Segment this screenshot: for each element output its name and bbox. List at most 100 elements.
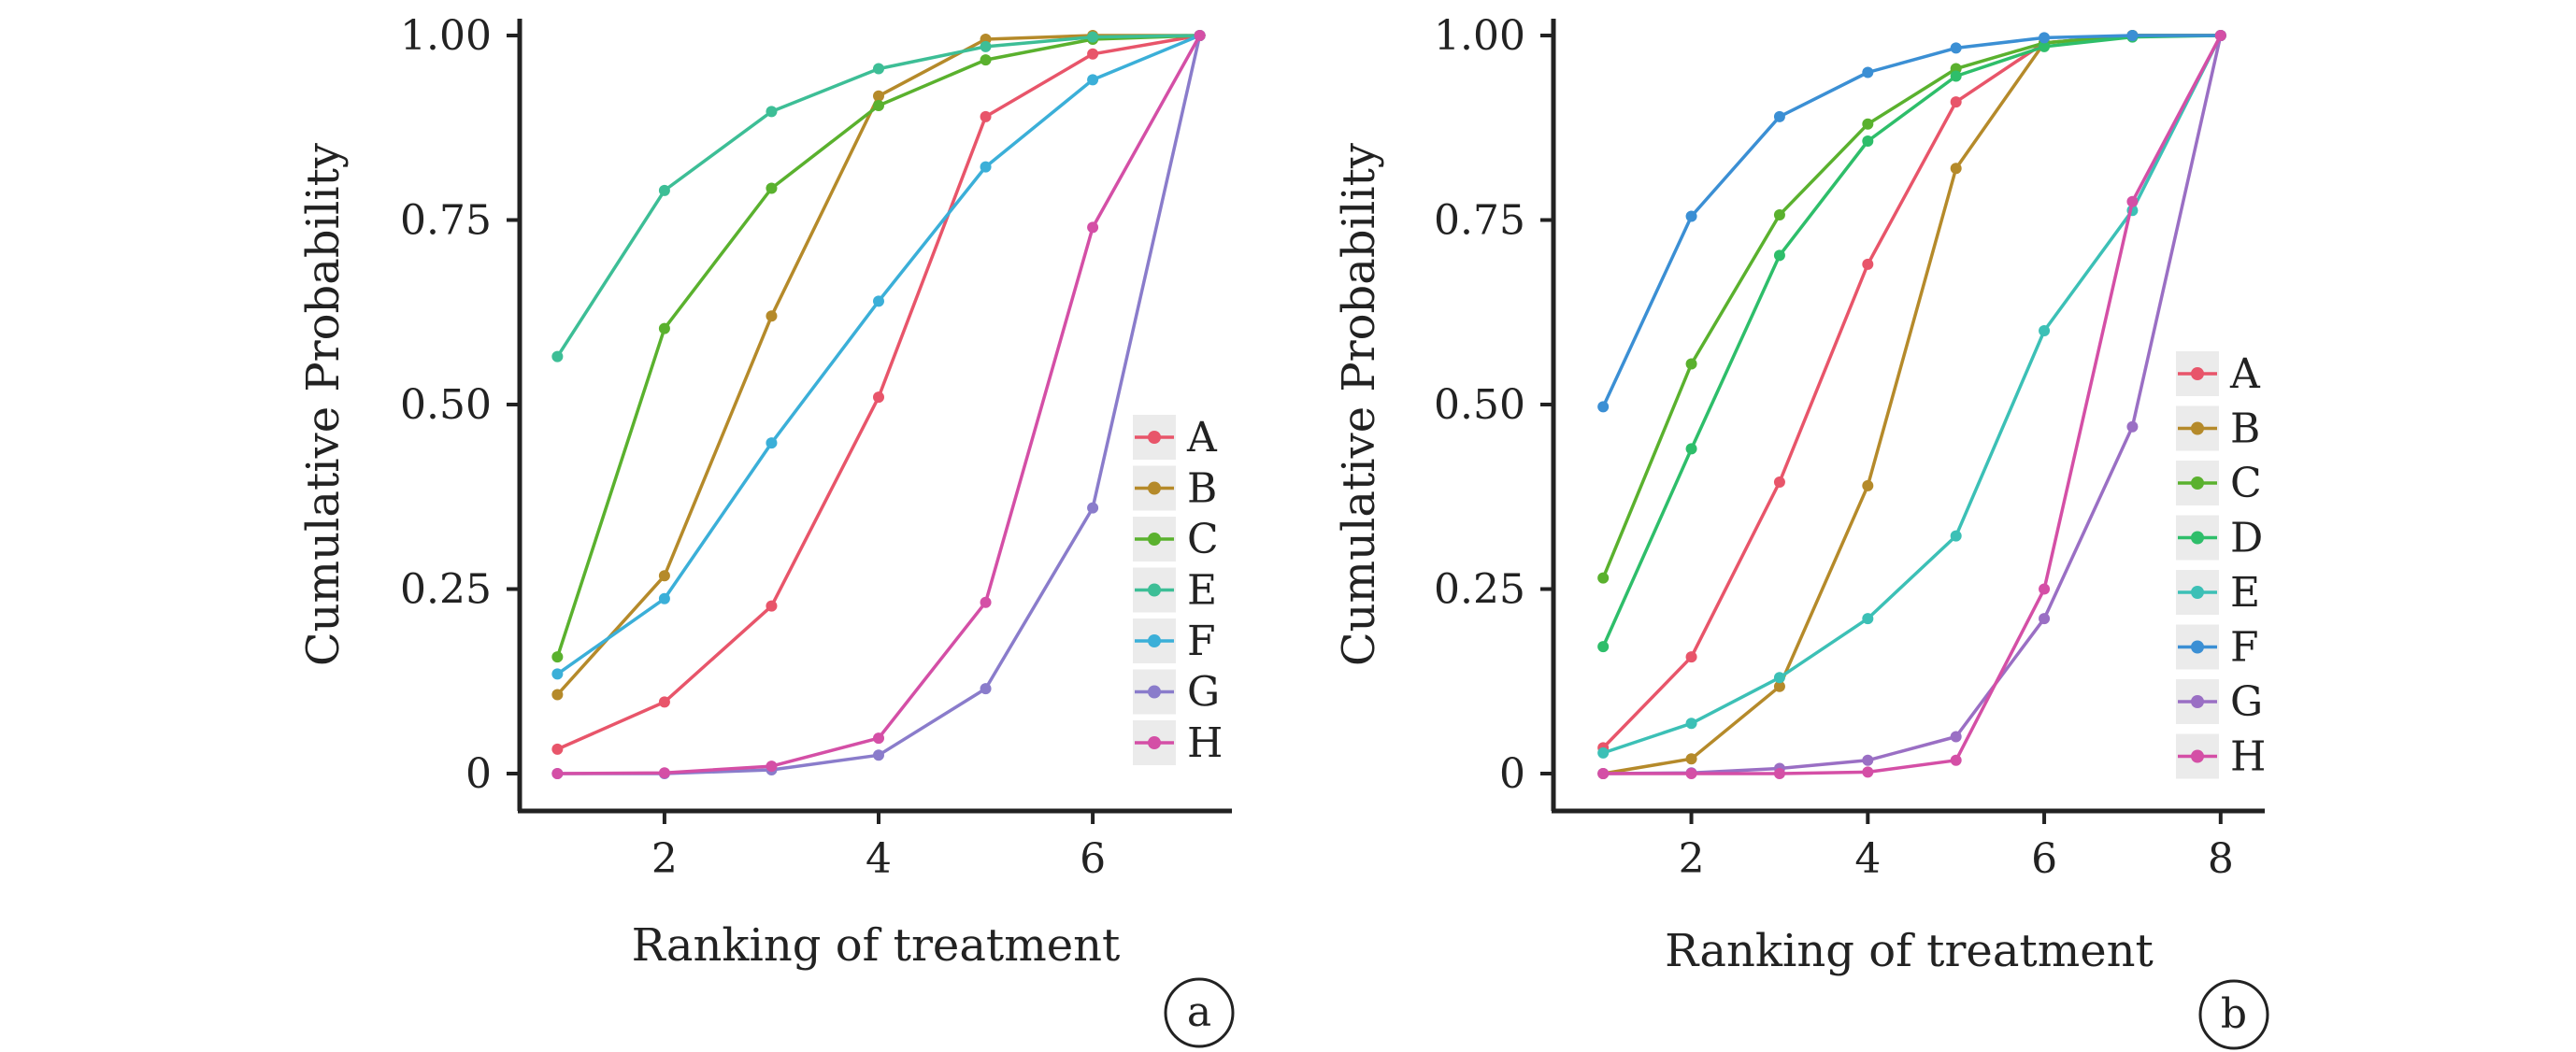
series-line-B xyxy=(1602,34,2221,775)
panel-badge-label: b xyxy=(2221,990,2247,1038)
series-line-D xyxy=(1601,34,2221,647)
series-line-H xyxy=(557,35,1202,775)
series-line-A xyxy=(1601,34,2221,749)
data-point-H xyxy=(1862,766,1874,778)
panel-badge-label: a xyxy=(1187,988,1211,1036)
data-point-F xyxy=(1597,401,1610,413)
data-point-A xyxy=(1685,651,1697,663)
legend-key-dot xyxy=(2191,531,2204,545)
data-point-B xyxy=(658,570,670,582)
data-point-B xyxy=(1950,163,1962,175)
legend-label: G xyxy=(1187,669,1220,717)
data-point-G xyxy=(2126,420,2139,433)
series-line-C xyxy=(1601,34,2221,579)
series-line-H xyxy=(1603,35,2223,775)
data-point-E xyxy=(1597,746,1610,759)
legend-label: E xyxy=(2230,569,2260,617)
data-point-G xyxy=(980,683,992,695)
legend-key-dot xyxy=(2191,695,2204,708)
data-point-H xyxy=(1950,754,1962,766)
data-point-H xyxy=(2126,195,2139,207)
data-point-H xyxy=(658,767,670,779)
x-tick-label: 8 xyxy=(2208,835,2234,883)
legend-key-dot xyxy=(1148,634,1161,647)
data-point-G xyxy=(873,749,884,761)
legend-key-dot xyxy=(2191,421,2204,435)
data-point-C xyxy=(980,54,992,66)
data-point-B xyxy=(551,689,564,701)
x-axis-label: Ranking of treatment xyxy=(1665,925,2154,977)
panel-badge-circle xyxy=(1164,977,1235,1048)
data-point-E xyxy=(1685,718,1697,730)
series-line-F xyxy=(1601,34,2221,408)
legend-label: H xyxy=(1187,719,1223,767)
data-point-A xyxy=(766,600,778,612)
series-line-F xyxy=(556,34,1201,675)
data-point-H xyxy=(980,596,992,608)
data-point-F xyxy=(873,295,884,307)
y-tick-label: 1.00 xyxy=(1434,12,1525,60)
data-point-E xyxy=(551,350,564,363)
data-point-F xyxy=(1950,42,1962,54)
data-point-C xyxy=(1597,572,1610,584)
panel-a: 0 0.25 0.50 0.75 1.00 2 4 6 Ranking of treatment… xyxy=(297,12,1235,1048)
y-tick-label: 0.25 xyxy=(400,566,492,614)
data-point-E xyxy=(1087,31,1099,43)
x-tick-label: 4 xyxy=(866,835,892,883)
data-point-F xyxy=(1685,210,1697,222)
y-tick-label: 0.50 xyxy=(400,381,492,429)
legend-label: E xyxy=(1187,567,1217,615)
data-point-F xyxy=(980,161,992,173)
data-point-D xyxy=(1773,249,1785,262)
x-tick-label: 4 xyxy=(1854,835,1881,883)
data-point-C xyxy=(1773,208,1785,220)
legend-key-dot xyxy=(1148,533,1161,546)
series-line-G xyxy=(557,35,1202,775)
data-point-H xyxy=(1087,221,1099,234)
legend-label: B xyxy=(2230,405,2260,453)
data-point-D xyxy=(1950,70,1962,82)
x-tick-label: 2 xyxy=(1679,835,1705,883)
legend-label: C xyxy=(2230,460,2262,507)
data-point-B xyxy=(873,90,884,102)
legend-key-dot xyxy=(2191,586,2204,599)
y-tick-label: 0.75 xyxy=(1434,197,1525,245)
x-axis-label: Ranking of treatment xyxy=(632,919,1121,972)
data-point-C xyxy=(1685,358,1697,370)
y-tick-label: 0.75 xyxy=(400,197,492,245)
data-point-A xyxy=(551,743,564,755)
data-point-H xyxy=(1773,768,1785,779)
data-point-C xyxy=(873,100,884,112)
y-tick-label: 0.50 xyxy=(1434,381,1525,429)
legend-label: D xyxy=(2230,515,2263,562)
data-point-E xyxy=(658,184,670,196)
data-point-E xyxy=(1773,672,1785,684)
data-point-F xyxy=(1773,110,1785,122)
y-tick-label: 0 xyxy=(1499,750,1525,798)
data-point-F xyxy=(2126,30,2139,41)
data-point-F xyxy=(2039,32,2051,44)
data-point-F xyxy=(658,592,670,604)
legend-label: G xyxy=(2230,678,2263,726)
y-tick-label: 0 xyxy=(465,750,492,798)
panel-badge-circle xyxy=(2198,979,2269,1050)
legend-key-dot xyxy=(1148,583,1161,597)
data-point-F xyxy=(766,437,778,449)
legend-key-dot xyxy=(1148,736,1161,749)
data-point-A xyxy=(980,110,992,122)
data-point-H xyxy=(766,761,778,773)
data-point-E xyxy=(2039,325,2051,336)
x-tick-label: 6 xyxy=(1080,835,1106,883)
legend-label: F xyxy=(2230,624,2259,672)
data-point-G xyxy=(2039,613,2051,625)
data-point-D xyxy=(1597,641,1610,653)
panel-b: 0 0.25 0.50 0.75 1.00 2 4 6 8 Ranking of treatmen… xyxy=(1333,12,2269,1050)
y-axis-label: Cumulative Probability xyxy=(297,143,350,666)
y-tick-label: 1.00 xyxy=(400,12,492,60)
data-point-A xyxy=(873,391,884,404)
data-point-D xyxy=(1862,135,1874,147)
data-point-H xyxy=(1597,768,1610,779)
data-point-B xyxy=(1773,680,1785,692)
legend-label: A xyxy=(1186,414,1218,462)
data-point-C xyxy=(1862,118,1874,130)
